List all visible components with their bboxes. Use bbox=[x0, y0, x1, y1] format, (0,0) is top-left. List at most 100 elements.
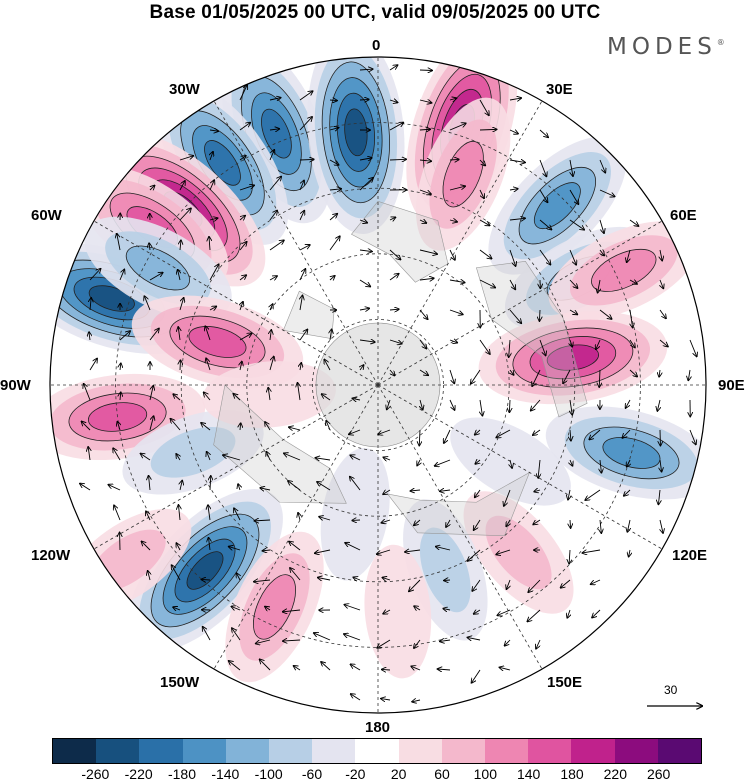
colorbar-tick-label: 180 bbox=[560, 766, 584, 782]
wind-arrow bbox=[233, 394, 241, 401]
wind-arrow bbox=[534, 490, 541, 492]
wind-arrow bbox=[509, 309, 521, 323]
label-180: 180 bbox=[365, 719, 391, 736]
wind-arrow bbox=[89, 359, 97, 371]
colorbar-swatch bbox=[139, 739, 183, 763]
wind-arrow bbox=[627, 519, 630, 532]
wind-arrow bbox=[449, 340, 457, 343]
wind-arrow bbox=[180, 481, 182, 491]
colorbar-tick-label: 20 bbox=[390, 766, 407, 782]
wind-arrow bbox=[360, 365, 364, 370]
wind-arrow bbox=[435, 459, 451, 466]
wind-arrow bbox=[539, 249, 550, 265]
wind-arrow bbox=[538, 459, 540, 478]
colorbar-tick-label: 100 bbox=[473, 766, 498, 782]
wind-arrow bbox=[444, 580, 451, 581]
wind-arrow bbox=[510, 370, 514, 375]
wind-arrow bbox=[82, 422, 91, 431]
wind-arrow bbox=[149, 243, 150, 251]
wind-arrow bbox=[585, 489, 601, 500]
wind-arrow bbox=[84, 384, 91, 401]
negative-anomaly-center bbox=[127, 489, 283, 652]
wind-arrow bbox=[533, 429, 541, 435]
wind-arrow bbox=[509, 130, 518, 134]
wind-arrow bbox=[209, 264, 219, 281]
wind-arrow bbox=[569, 249, 576, 265]
wind-arrow bbox=[353, 577, 361, 580]
wind-arrow bbox=[283, 640, 301, 641]
meridian-line bbox=[377, 384, 663, 550]
colorbar-swatch bbox=[355, 739, 399, 763]
wind-arrow bbox=[570, 339, 572, 347]
colorbar-swatch bbox=[96, 739, 140, 763]
wind-arrow bbox=[419, 278, 434, 280]
wind-arrow bbox=[298, 513, 300, 521]
wind-arrow bbox=[204, 392, 211, 401]
wind-arrow bbox=[660, 249, 662, 260]
wind-arrow bbox=[414, 519, 421, 525]
wind-arrow bbox=[180, 240, 181, 251]
wind-arrow bbox=[240, 302, 243, 311]
wind-arrow bbox=[256, 639, 271, 644]
wind-arrow bbox=[208, 505, 210, 521]
wind-arrow bbox=[480, 399, 482, 416]
wind-arrow bbox=[419, 339, 426, 348]
wind-arrow bbox=[329, 236, 340, 251]
wind-arrow bbox=[232, 628, 241, 641]
colorbar-tick-label: -140 bbox=[211, 766, 240, 782]
wind-arrow bbox=[419, 129, 430, 130]
wind-arrow bbox=[499, 667, 511, 670]
label-60w: 60W bbox=[31, 207, 62, 224]
latitude-circle bbox=[115, 122, 641, 648]
wind-arrow bbox=[240, 362, 242, 371]
wind-arrow bbox=[209, 538, 210, 551]
wind-arrow bbox=[359, 250, 372, 252]
wind-arrow bbox=[350, 455, 361, 461]
wind-arrow bbox=[359, 158, 372, 160]
wind-arrow bbox=[120, 392, 121, 401]
wind-arrow bbox=[231, 607, 241, 610]
wind-arrow bbox=[449, 123, 466, 131]
wind-arrow bbox=[509, 160, 525, 162]
colorbar-swatch bbox=[571, 739, 615, 763]
wind-arrow bbox=[263, 550, 271, 551]
wind-arrow bbox=[299, 181, 304, 191]
wind-arrow bbox=[539, 189, 547, 202]
colorbar-swatch bbox=[528, 739, 572, 763]
wind-arrow bbox=[344, 634, 361, 641]
wind-arrow bbox=[254, 580, 271, 582]
negative-anomaly-center bbox=[84, 216, 232, 320]
latitude-circle bbox=[246, 253, 510, 517]
colorbar-swatch bbox=[312, 739, 356, 763]
wind-arrow bbox=[270, 330, 271, 341]
wind-arrow bbox=[419, 220, 426, 223]
label-120w: 120W bbox=[31, 547, 71, 564]
wind-arrow bbox=[359, 220, 367, 223]
wind-arrow bbox=[284, 453, 301, 461]
wind-arrow bbox=[178, 505, 180, 521]
wind-arrow bbox=[117, 234, 121, 251]
colorbar bbox=[52, 738, 702, 764]
wind-arrow bbox=[322, 394, 331, 401]
wind-arrow bbox=[527, 609, 541, 621]
colorbar-tick-label: -260 bbox=[81, 766, 110, 782]
wind-arrow bbox=[329, 189, 341, 190]
wind-arrow bbox=[414, 606, 421, 610]
wind-arrow bbox=[569, 219, 584, 230]
wind-arrow bbox=[630, 309, 633, 327]
wind-arrow bbox=[389, 65, 397, 71]
wind-arrow bbox=[207, 452, 210, 461]
wind-arrow bbox=[260, 659, 271, 671]
wind-arrow bbox=[349, 429, 361, 434]
wind-arrow bbox=[359, 69, 373, 70]
wind-arrow bbox=[269, 129, 279, 130]
wind-arrow bbox=[510, 459, 512, 468]
wind-arrow bbox=[119, 270, 124, 281]
wind-arrow bbox=[170, 419, 181, 431]
wind-arrow bbox=[567, 609, 570, 618]
wind-arrow bbox=[419, 100, 431, 103]
wind-arrow bbox=[449, 98, 456, 100]
wind-arrow bbox=[299, 117, 312, 131]
wind-arrow bbox=[629, 549, 630, 557]
wind-arrow bbox=[209, 306, 216, 310]
